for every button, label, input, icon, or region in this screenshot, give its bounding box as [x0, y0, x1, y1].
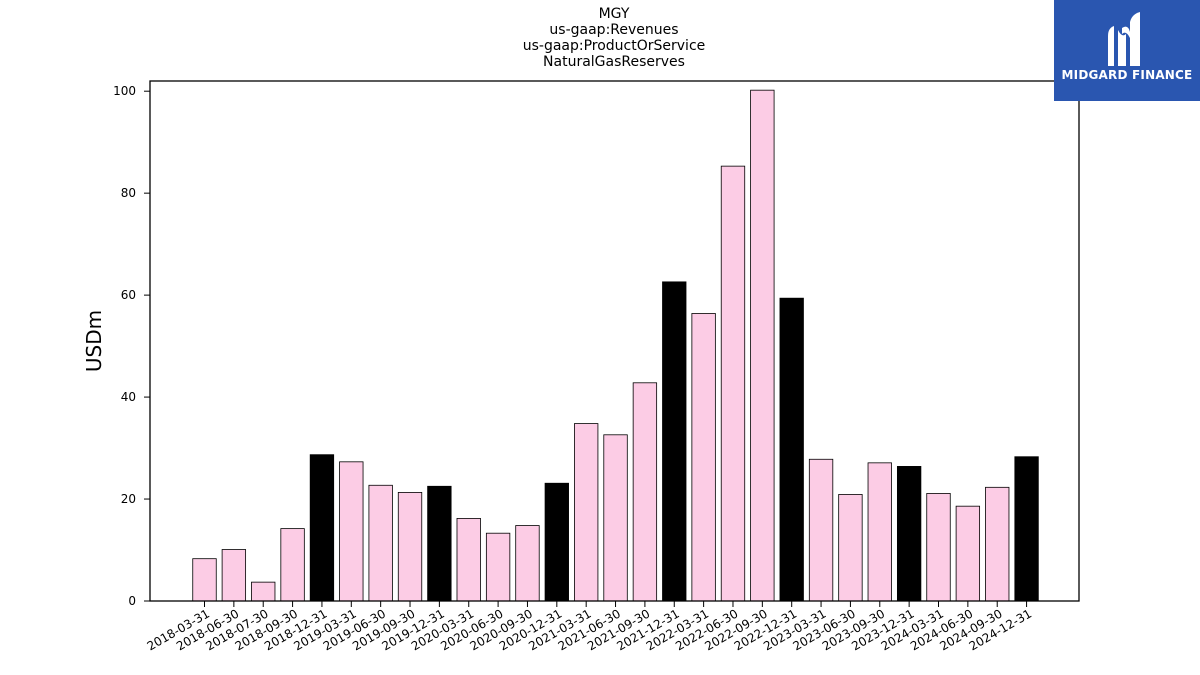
bar-2021-06-30	[603, 434, 628, 602]
chart-title-line-4: NaturalGasReserves	[543, 54, 685, 70]
bar-2021-09-30	[632, 382, 658, 602]
y-tick-label: 20	[121, 492, 136, 506]
y-tick-label: 100	[113, 84, 136, 98]
bar-2020-12-31	[544, 482, 569, 602]
bar-2022-12-31	[779, 297, 804, 602]
bars-group	[192, 89, 1039, 602]
bar-2019-09-30	[397, 492, 423, 602]
bar-2019-12-31	[427, 485, 452, 602]
chart-title-line-1: MGY	[598, 6, 630, 22]
bar-2022-03-31	[691, 313, 716, 602]
logo-text: MIDGARD FINANCE	[1061, 68, 1193, 82]
bar-2023-06-30	[838, 494, 863, 602]
bar-2024-12-31	[1014, 456, 1039, 602]
bar-2018-03-31	[192, 558, 217, 602]
y-axis-label: USDm	[82, 310, 106, 372]
bar-2022-06-30	[720, 165, 746, 602]
bar-2019-03-31	[339, 461, 364, 602]
bar-2024-09-30	[985, 486, 1010, 602]
x-axis: 2018-03-312018-06-302018-07-302018-09-30…	[145, 601, 1034, 653]
bar-2023-12-31	[896, 466, 922, 602]
bar-2020-09-30	[515, 525, 540, 602]
bar-2023-03-31	[808, 458, 834, 602]
bar-2020-06-30	[485, 532, 511, 602]
y-tick-label: 80	[121, 186, 136, 200]
midgard-logo-icon	[1108, 12, 1140, 66]
bar-2021-12-31	[662, 281, 687, 602]
bar-2022-09-30	[750, 89, 775, 602]
y-tick-label: 0	[128, 594, 136, 608]
bar-2019-06-30	[368, 484, 393, 602]
bar-2024-06-30	[955, 505, 981, 602]
midgard-finance-logo: MIDGARD FINANCE	[1054, 0, 1200, 101]
bar-2021-03-31	[574, 423, 599, 602]
bar-2018-09-30	[280, 528, 305, 602]
chart-title-line-2: us-gaap:Revenues	[549, 22, 679, 38]
bar-2023-09-30	[867, 462, 892, 602]
bar-2018-06-30	[221, 549, 247, 602]
y-axis: 0 20 40 60 80 100	[113, 84, 150, 608]
chart-title: MGY us-gaap:Revenues us-gaap:ProductOrSe…	[414, 6, 814, 70]
bar-2018-07-30	[251, 581, 276, 602]
y-tick-label: 40	[121, 390, 136, 404]
y-tick-label: 60	[121, 288, 136, 302]
bar-2020-03-31	[456, 518, 481, 602]
chart-title-line-3: us-gaap:ProductOrService	[522, 38, 706, 54]
bar-2024-03-31	[926, 493, 951, 602]
plot-frame	[149, 80, 1080, 602]
bar-2018-12-31	[309, 454, 335, 602]
